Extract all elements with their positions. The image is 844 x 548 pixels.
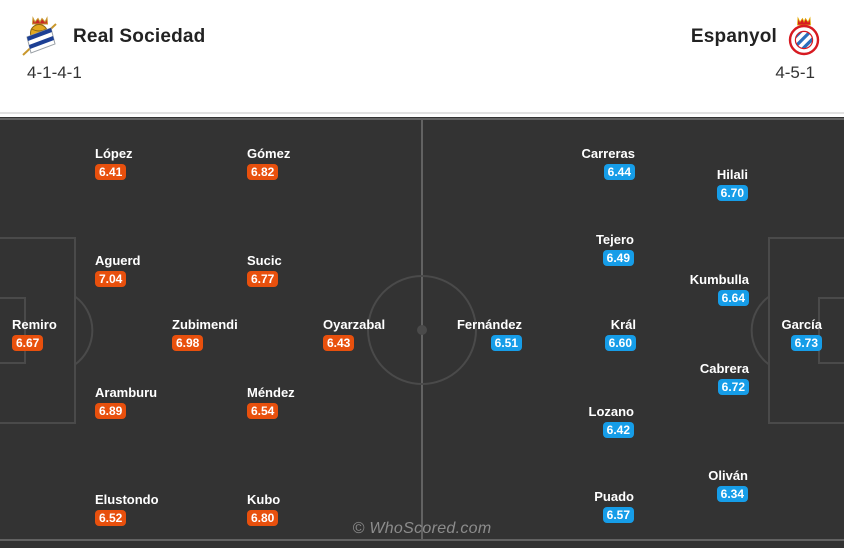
espanyol-crest-icon[interactable] — [788, 16, 820, 58]
real-sociedad-crest-icon[interactable] — [20, 15, 60, 60]
player-rating-badge: 6.44 — [603, 164, 635, 180]
player-name: Hilali — [716, 167, 748, 182]
player-away[interactable]: García 6.73 — [782, 317, 822, 352]
player-rating-badge: 6.67 — [12, 335, 44, 351]
player-rating-badge: 6.82 — [247, 164, 279, 180]
home-team-name[interactable]: Real Sociedad — [73, 26, 206, 47]
player-away[interactable]: Král 6.60 — [604, 317, 636, 352]
player-name: Kubo — [247, 492, 281, 507]
player-name: Oliván — [708, 468, 748, 483]
player-rating-badge: 6.70 — [716, 185, 748, 201]
player-home[interactable]: Kubo 6.80 — [247, 492, 280, 527]
player-home[interactable]: Aramburu 6.89 — [95, 385, 157, 420]
player-home[interactable]: Elustondo 6.52 — [95, 492, 159, 527]
player-rating-badge: 6.64 — [717, 290, 749, 306]
player-home[interactable]: Aguerd 7.04 — [95, 253, 141, 288]
player-home[interactable]: Remiro 6.67 — [12, 317, 57, 352]
player-name: Lozano — [588, 404, 635, 419]
player-home[interactable]: Méndez 6.54 — [247, 385, 295, 420]
player-away[interactable]: Carreras 6.44 — [581, 146, 636, 181]
player-name: Král — [610, 317, 636, 332]
header: Real Sociedad 4-1-4-1 Espanyol — [0, 0, 844, 114]
player-name: Carreras — [581, 146, 636, 161]
pitch-markings — [0, 118, 844, 541]
player-away[interactable]: Lozano 6.42 — [588, 404, 635, 439]
player-name: Sucic — [247, 253, 282, 268]
player-name: Tejero — [595, 232, 634, 247]
player-away[interactable]: Kumbulla 6.64 — [690, 272, 749, 307]
home-formation: 4-1-4-1 — [27, 63, 82, 82]
player-name: Aguerd — [95, 253, 141, 268]
away-formation: 4-5-1 — [775, 63, 815, 82]
player-name: Oyarzabal — [323, 317, 386, 332]
player-name: Remiro — [12, 317, 57, 332]
player-rating-badge: 6.51 — [490, 335, 522, 351]
player-rating-badge: 6.77 — [247, 271, 279, 287]
watermark: © WhoScored.com — [352, 520, 492, 537]
player-rating-badge: 7.04 — [95, 271, 127, 287]
home-team-block: Real Sociedad 4-1-4-1 — [20, 14, 205, 83]
player-name: Elustondo — [95, 492, 159, 507]
player-rating-badge: 6.89 — [95, 403, 127, 419]
player-rating-badge: 6.43 — [323, 335, 355, 351]
away-team-block: Espanyol — [691, 14, 820, 83]
player-rating-badge: 6.73 — [790, 335, 822, 351]
pitch: Remiro 6.67 López 6.41 Aguerd 7.04 Aramburu 6.8… — [0, 117, 844, 548]
player-rating-badge: 6.80 — [247, 510, 279, 526]
away-team-name[interactable]: Espanyol — [690, 26, 777, 47]
player-away[interactable]: Puado 6.57 — [594, 489, 634, 524]
player-name: López — [95, 146, 133, 161]
player-name: Cabrera — [699, 361, 749, 376]
player-home[interactable]: Zubimendi 6.98 — [172, 317, 238, 352]
player-away[interactable]: Fernández 6.51 — [457, 317, 522, 352]
player-name: Puado — [594, 489, 634, 504]
player-rating-badge: 6.34 — [716, 486, 748, 502]
player-rating-badge: 6.41 — [95, 164, 127, 180]
player-home[interactable]: Gómez 6.82 — [247, 146, 290, 181]
player-rating-badge: 6.49 — [602, 250, 634, 266]
player-away[interactable]: Hilali 6.70 — [716, 167, 748, 202]
player-name: Kumbulla — [689, 272, 749, 287]
player-away[interactable]: Oliván 6.34 — [708, 468, 748, 503]
player-home[interactable]: Sucic 6.77 — [247, 253, 282, 288]
player-rating-badge: 6.52 — [95, 510, 127, 526]
player-away[interactable]: Tejero 6.49 — [596, 232, 634, 267]
player-name: Zubimendi — [172, 317, 238, 332]
player-rating-badge: 6.57 — [602, 507, 634, 523]
player-away[interactable]: Cabrera 6.72 — [700, 361, 749, 396]
player-rating-badge: 6.72 — [717, 379, 749, 395]
player-home[interactable]: López 6.41 — [95, 146, 133, 181]
player-name: Méndez — [247, 385, 295, 400]
player-rating-badge: 6.98 — [172, 335, 204, 351]
player-rating-badge: 6.54 — [247, 403, 279, 419]
player-name: García — [781, 317, 822, 332]
player-rating-badge: 6.60 — [604, 335, 636, 351]
player-home[interactable]: Oyarzabal 6.43 — [323, 317, 385, 352]
player-name: Gómez — [247, 146, 291, 161]
player-name: Aramburu — [95, 385, 158, 400]
player-rating-badge: 6.42 — [602, 422, 634, 438]
player-name: Fernández — [456, 317, 522, 332]
